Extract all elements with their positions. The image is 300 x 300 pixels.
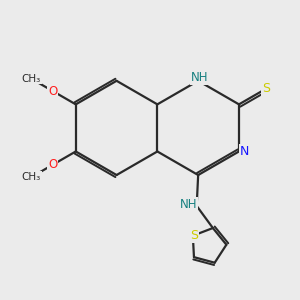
Text: O: O — [48, 85, 57, 98]
Text: S: S — [262, 82, 270, 95]
Text: CH₃: CH₃ — [22, 74, 41, 84]
Text: S: S — [190, 229, 198, 242]
Text: CH₃: CH₃ — [22, 172, 41, 182]
Text: N: N — [240, 145, 249, 158]
Text: O: O — [48, 158, 57, 171]
Text: NH: NH — [180, 198, 197, 211]
Text: NH: NH — [191, 71, 208, 84]
